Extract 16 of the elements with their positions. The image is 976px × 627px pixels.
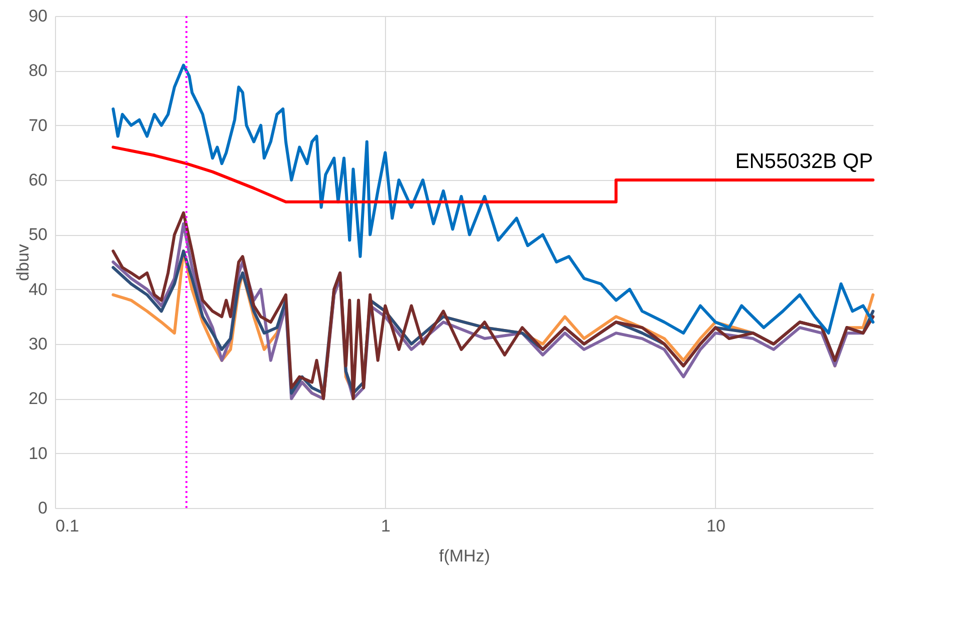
y-tick-label: 0 bbox=[38, 498, 48, 518]
y-tick-label: 70 bbox=[28, 116, 48, 135]
y-tick-label: 50 bbox=[28, 225, 48, 244]
x-axis-title: f(MHz) bbox=[439, 546, 490, 566]
y-tick-label: 10 bbox=[28, 444, 48, 463]
y-tick-label: 40 bbox=[28, 280, 48, 299]
y-tick-label: 30 bbox=[28, 334, 48, 354]
y-axis-title: dbuv bbox=[14, 244, 33, 281]
x-tick-label: 0.1 bbox=[56, 516, 80, 536]
y-tick-label: 80 bbox=[28, 61, 48, 80]
series-label: EN55032B QP bbox=[735, 150, 873, 173]
x-tick-label: 1 bbox=[380, 516, 390, 536]
y-tick-label: 90 bbox=[28, 6, 48, 26]
x-tick-label: 10 bbox=[706, 516, 726, 536]
y-tick-label: 60 bbox=[28, 170, 48, 190]
y-tick-label: 20 bbox=[28, 389, 48, 408]
